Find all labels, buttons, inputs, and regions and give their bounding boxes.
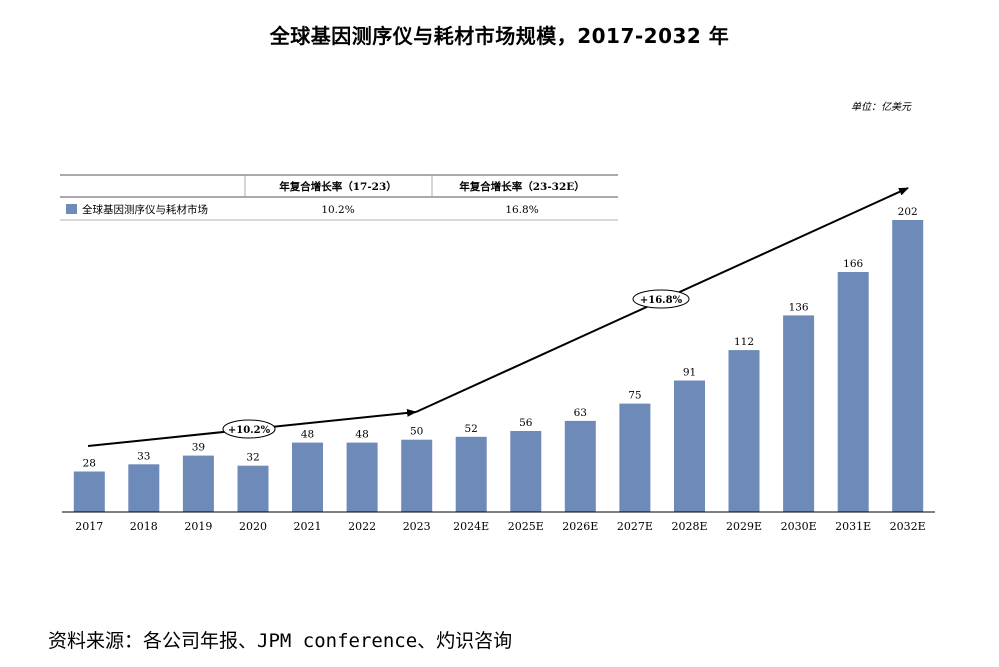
tick-label-group: 2017 2018 2019 2020 2021 2022 2023 2024E 2025E 20… xyxy=(75,520,925,533)
bar-value-2030E: 136 xyxy=(789,301,809,313)
source-note: 资料来源：各公司年报、JPM conference、灼识咨询 xyxy=(48,630,513,652)
bar-group xyxy=(73,220,924,512)
x-tick-2023: 2023 xyxy=(403,520,431,533)
bar-value-2029E: 112 xyxy=(734,336,754,348)
bar-value-2025E: 56 xyxy=(519,417,533,429)
bar-value-2032E: 202 xyxy=(898,206,918,218)
x-tick-2022: 2022 xyxy=(348,520,376,533)
cagr-bubble-1 xyxy=(222,419,276,439)
bar-value-2019: 39 xyxy=(192,442,205,454)
x-tick-2030E: 2030E xyxy=(781,520,817,533)
bar-2028E xyxy=(674,380,705,512)
x-tick-2028E: 2028E xyxy=(671,520,707,533)
cagr-header-2: 年复合增长率（23-32E） xyxy=(459,180,585,193)
bar-2031E xyxy=(837,272,869,512)
x-tick-2019: 2019 xyxy=(184,520,212,533)
bar-value-2027E: 75 xyxy=(628,390,641,402)
bar-2032E xyxy=(892,220,924,512)
x-tick-2021: 2021 xyxy=(294,520,322,533)
x-tick-2032E: 2032E xyxy=(890,520,926,533)
chart-title: 全球基因测序仪与耗材市场规模，2017-2032 年 xyxy=(269,24,730,48)
unit-label: 单位：亿美元 xyxy=(851,102,911,113)
value-label-group: 28 33 39 32 48 48 50 52 56 63 75 91 112 136 166 202 xyxy=(83,206,918,470)
cagr-bubble-2 xyxy=(632,289,690,309)
bar-2029E xyxy=(728,350,760,512)
cagr-table: 年复合增长率（17-23） 年复合增长率（23-32E） 全球基因测序仪与耗材市… xyxy=(60,174,618,221)
bar-value-2028E: 91 xyxy=(683,367,696,379)
bar-2021 xyxy=(292,442,323,512)
legend-label: 全球基因测序仪与耗材市场 xyxy=(82,203,208,216)
legend-swatch xyxy=(66,204,77,214)
x-tick-2031E: 2031E xyxy=(835,520,871,533)
cagr-value-1: 10.2% xyxy=(321,204,354,216)
bar-value-2024E: 52 xyxy=(465,423,478,435)
bar-2023 xyxy=(401,439,433,512)
cagr-bubble-1-text: +10.2% xyxy=(228,425,271,436)
bar-value-2031E: 166 xyxy=(843,258,863,270)
bar-2018 xyxy=(128,464,160,512)
bar-value-2026E: 63 xyxy=(574,407,587,419)
x-tick-2025E: 2025E xyxy=(508,520,544,533)
bar-2027E xyxy=(619,403,651,512)
bar-value-2022: 48 xyxy=(355,429,368,441)
bar-2030E xyxy=(783,315,815,512)
bar-value-2020: 32 xyxy=(246,452,259,464)
x-tick-2018: 2018 xyxy=(130,520,158,533)
x-tick-2020: 2020 xyxy=(239,520,267,533)
bar-2026E xyxy=(564,420,596,512)
cagr-header-1: 年复合增长率（17-23） xyxy=(279,180,397,193)
x-tick-2017: 2017 xyxy=(75,520,103,533)
bar-2019 xyxy=(182,455,214,512)
x-tick-2024E: 2024E xyxy=(453,520,489,533)
cagr-bubble-2-text: +16.8% xyxy=(640,295,683,306)
bar-value-2023: 50 xyxy=(410,426,423,438)
cagr-value-2: 16.8% xyxy=(505,204,538,216)
bar-value-2018: 33 xyxy=(137,450,150,462)
bar-2022 xyxy=(346,442,378,512)
bar-value-2017: 28 xyxy=(83,458,96,470)
x-tick-2026E: 2026E xyxy=(562,520,598,533)
x-tick-2029E: 2029E xyxy=(726,520,762,533)
bar-2025E xyxy=(510,431,542,512)
bar-value-2021: 48 xyxy=(301,429,314,441)
bar-2020 xyxy=(237,465,269,512)
bar-2017 xyxy=(73,471,105,512)
x-tick-2027E: 2027E xyxy=(617,520,653,533)
bar-2024E xyxy=(455,436,487,512)
